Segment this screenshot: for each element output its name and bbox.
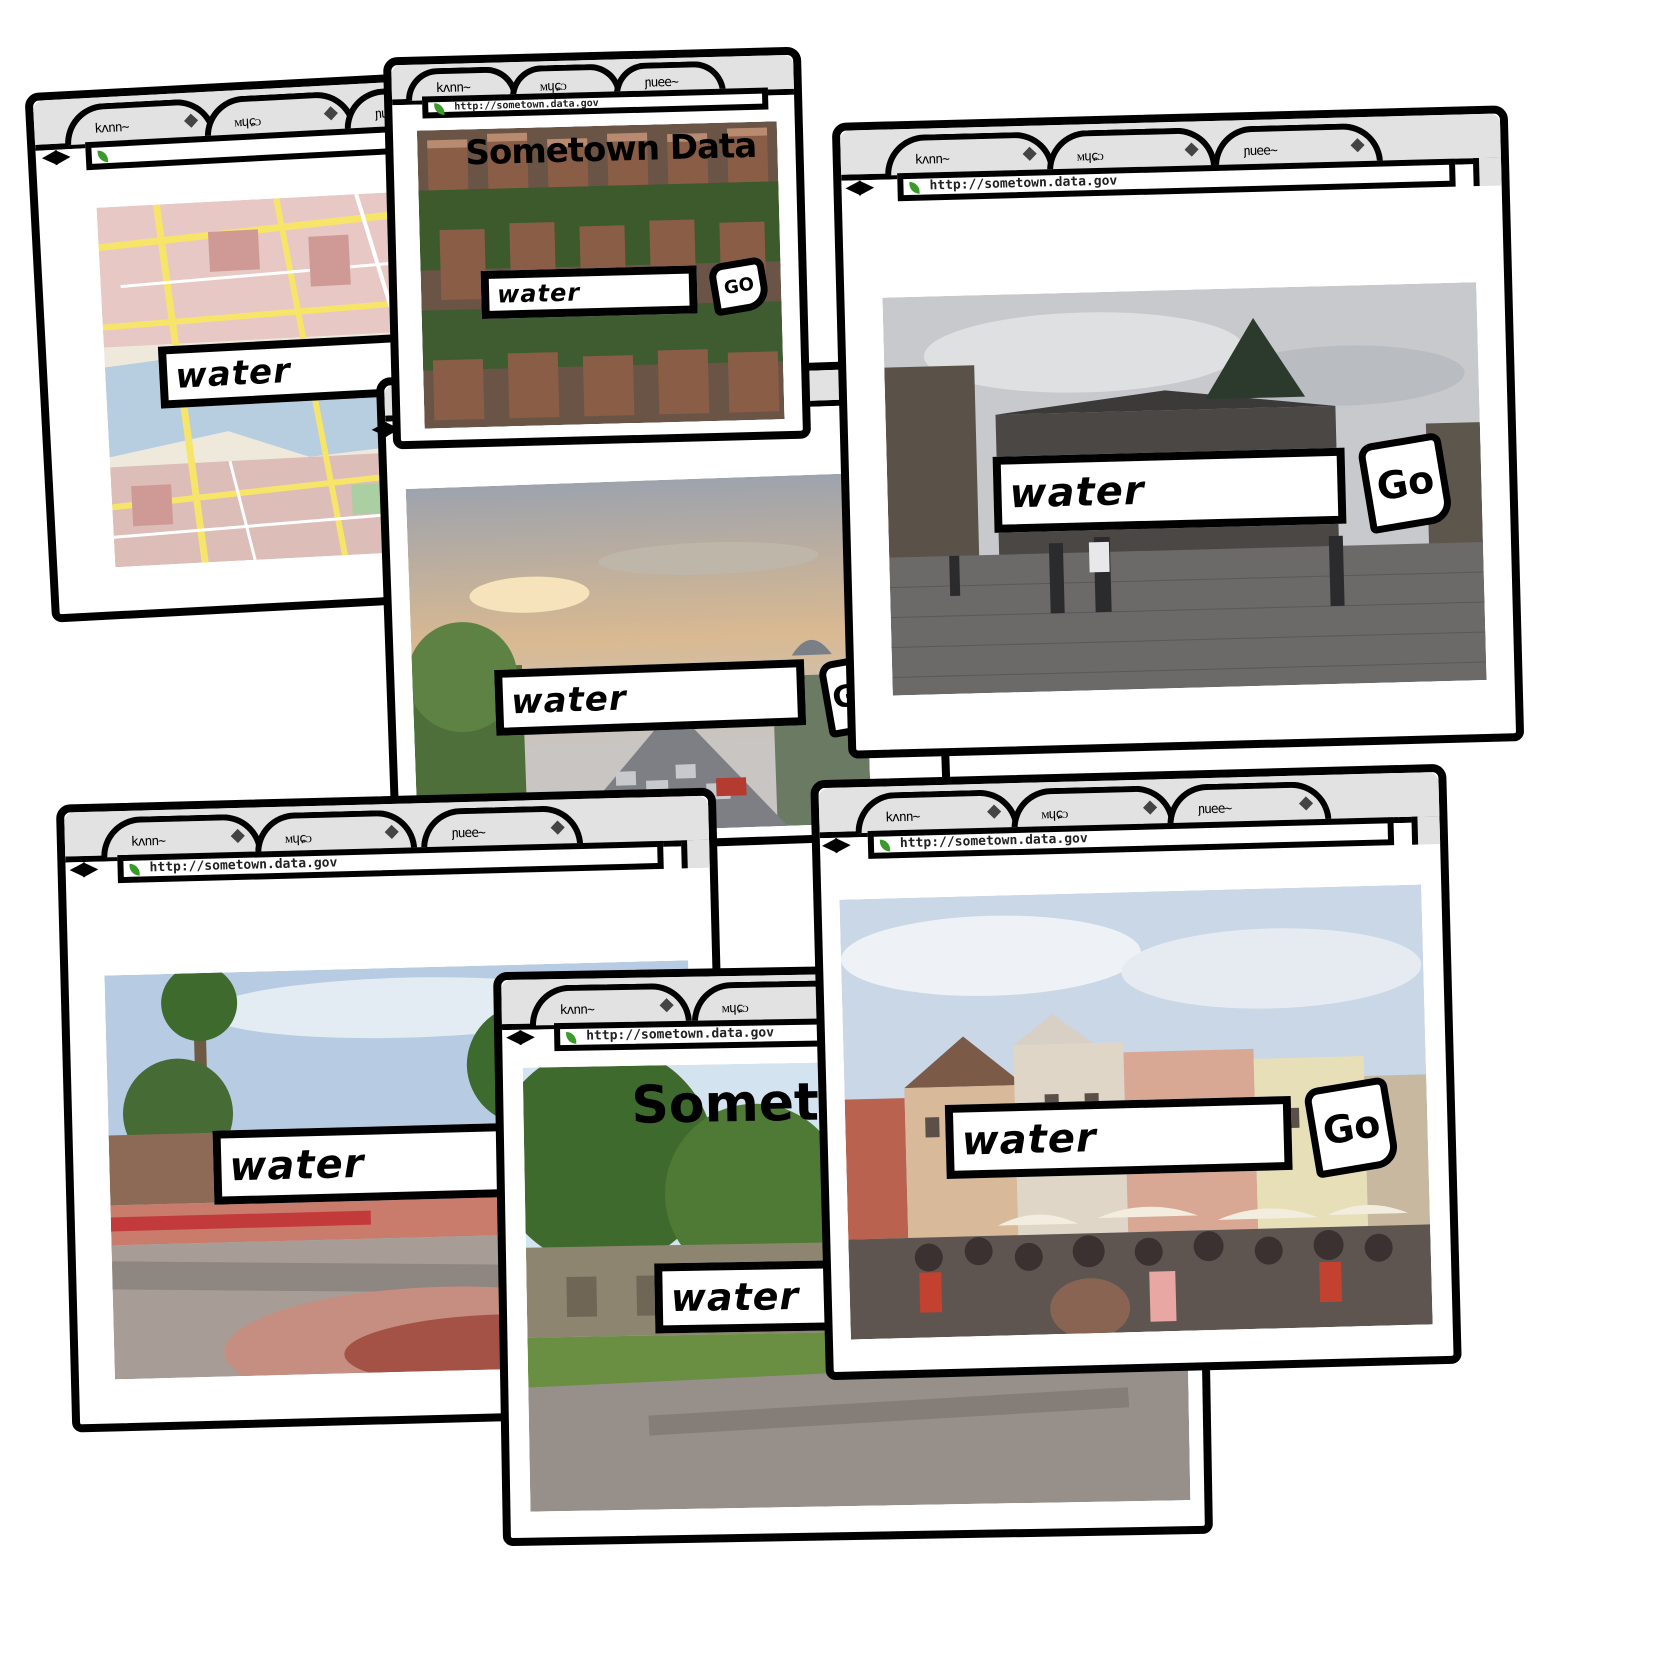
tab-close-icon[interactable]: [1350, 138, 1365, 153]
browser-tab[interactable]: ᴍɥɕᴐ: [254, 809, 418, 854]
aerial-city-photo: [416, 121, 785, 429]
search-input[interactable]: water: [480, 265, 698, 320]
tab-title: kʌnn~: [914, 151, 950, 168]
search-query: water: [510, 678, 628, 723]
tab-title: ᴍɥɕᴐ: [721, 1000, 748, 1017]
tab-close-icon[interactable]: [987, 804, 1002, 819]
browser-tab[interactable]: kʌnn~: [529, 982, 692, 1026]
favicon-leaf-icon: [879, 839, 891, 852]
aerial-city-graphic: [416, 121, 785, 429]
browser-window-aerial: kʌnn~ ᴍɥɕᴐ ɲuee~ http://sometown.data.go…: [382, 46, 812, 450]
back-forward-icon[interactable]: ◀▶: [505, 1023, 534, 1049]
tab-title: kʌnn~: [435, 80, 471, 97]
search-query: water: [496, 278, 581, 309]
address-url: http://sometown.data.gov: [929, 173, 1118, 194]
back-forward-icon[interactable]: ◀▶: [69, 855, 97, 881]
tab-close-icon[interactable]: [1143, 800, 1158, 815]
tab-close-icon[interactable]: [1298, 796, 1314, 811]
search-input[interactable]: water: [944, 1095, 1293, 1179]
scrollbar[interactable]: [1411, 815, 1441, 845]
search-query: water: [174, 350, 292, 397]
go-button-label: GO: [722, 273, 756, 300]
tab-close-icon[interactable]: [659, 998, 674, 1013]
address-url: http://sometown.data.gov: [899, 831, 1088, 852]
tab-close-icon[interactable]: [1184, 142, 1199, 157]
tab-title: kʌnn~: [885, 809, 920, 826]
address-url: http://sometown.data.gov: [586, 1025, 775, 1044]
tab-title: ɲuee~: [1242, 143, 1278, 160]
search-query: water: [228, 1140, 365, 1191]
sunset-street-graphic: [405, 473, 872, 839]
tab-title: ɲuee~: [450, 825, 486, 842]
back-forward-icon[interactable]: ◀▶: [845, 173, 873, 199]
go-button[interactable]: Go: [1302, 1076, 1401, 1179]
tab-close-icon[interactable]: [230, 828, 245, 844]
tab-title: ɲuee~: [1196, 801, 1232, 818]
search-query: water: [670, 1273, 800, 1321]
tab-title: ᴍɥɕᴐ: [284, 831, 312, 847]
tab-title: ɲuee~: [643, 74, 679, 91]
go-button-label: Go: [1373, 456, 1438, 510]
tab-title: ᴍɥɕᴐ: [1041, 806, 1068, 823]
tab-title: ᴍɥɕᴐ: [233, 114, 261, 131]
tab-title: kʌnn~: [94, 119, 129, 137]
scrollbar[interactable]: [1472, 157, 1502, 187]
back-forward-icon[interactable]: ◀▶: [41, 143, 70, 169]
tab-title: kʌnn~: [130, 833, 166, 850]
favicon-leaf-icon: [97, 150, 109, 163]
favicon-leaf-icon: [434, 102, 445, 116]
tab-close-icon[interactable]: [384, 824, 399, 840]
search-input[interactable]: water: [494, 659, 807, 736]
go-button[interactable]: Go: [1356, 431, 1455, 535]
tab-close-icon[interactable]: [323, 106, 338, 121]
search-input[interactable]: water: [992, 447, 1347, 533]
address-url: http://sometown.data.gov: [454, 97, 599, 113]
favicon-leaf-icon: [566, 1031, 577, 1044]
browser-tab[interactable]: ɲuee~: [420, 804, 584, 850]
tab-close-icon[interactable]: [1022, 146, 1037, 161]
search-query: water: [1008, 467, 1146, 518]
address-url: http://sometown.data.gov: [149, 855, 338, 876]
search-input[interactable]: water: [212, 1122, 537, 1205]
back-forward-icon[interactable]: ◀▶: [821, 831, 849, 857]
tab-close-icon[interactable]: [184, 113, 199, 128]
go-button-label: Go: [1319, 1100, 1384, 1154]
favicon-leaf-icon: [129, 863, 140, 876]
tab-title: kʌnn~: [559, 1002, 594, 1019]
scrollbar[interactable]: [681, 839, 710, 869]
favicon-leaf-icon: [909, 181, 920, 194]
browser-window-square: kʌnn~ ᴍɥɕᴐ ɲuee~ ◀▶ http://sometown.data…: [810, 763, 1462, 1381]
search-query: water: [961, 1115, 1098, 1165]
site-title: Sometown Data: [464, 125, 757, 174]
browser-tab[interactable]: kʌnn~: [100, 813, 264, 858]
tab-close-icon[interactable]: [550, 820, 565, 835]
browser-window-plaza: kʌnn~ ᴍɥɕᴐ ɲuee~ ◀▶ http://sometown.data…: [831, 105, 1525, 759]
tab-title: ᴍɥɕᴐ: [1076, 148, 1104, 165]
street-sunset-photo: [405, 473, 872, 839]
